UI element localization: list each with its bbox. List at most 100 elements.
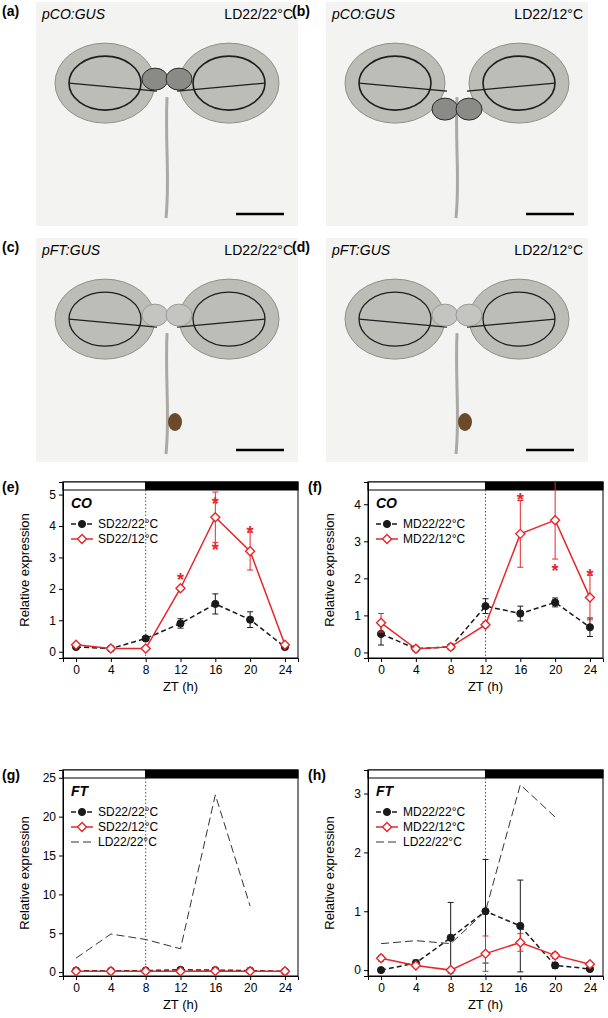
photo-panel: (c)pFT:GUSLD22/22°C — [2, 238, 298, 462]
data-point — [106, 644, 115, 653]
error-bar-part — [178, 628, 184, 629]
data-point — [482, 603, 489, 610]
legend-label: MD22/22°C — [403, 805, 465, 819]
y-axis-title: Relative expression — [322, 816, 337, 929]
leaf-midvein — [467, 83, 555, 91]
leaf-vein — [483, 292, 555, 346]
panel-label: (f) — [308, 479, 322, 495]
x-tick-label: 12 — [479, 981, 493, 995]
significance-mark: * — [247, 523, 254, 543]
data-point — [72, 967, 81, 976]
x-tick-label: 12 — [174, 663, 188, 677]
error-bar-part — [178, 618, 184, 619]
panel-label: (e) — [2, 479, 19, 495]
data-point — [446, 966, 455, 975]
x-tick-mark — [486, 658, 487, 662]
error-bar — [552, 598, 558, 607]
y-tick-label: 3 — [49, 551, 56, 565]
y-tick: 2 — [49, 582, 63, 596]
leaf-vein — [69, 292, 141, 346]
y-tick-mark — [364, 852, 368, 853]
scale-bar — [526, 213, 574, 216]
scale-bar — [526, 449, 574, 452]
light-period — [368, 770, 486, 778]
y-axis: 0510152025 — [43, 771, 64, 980]
x-tick-mark — [111, 976, 112, 980]
legend-label: MD22/12°C — [403, 820, 465, 834]
x-tick-mark — [416, 976, 417, 980]
x-tick-label: 8 — [448, 663, 455, 677]
x-tick-mark — [555, 976, 556, 980]
y-tick-label: 3 — [354, 535, 361, 549]
y-tick-mark — [59, 778, 63, 779]
data-point — [106, 967, 115, 976]
x-tick-label: 20 — [549, 663, 563, 677]
x-tick: 24 — [584, 658, 598, 677]
true-leaf — [142, 68, 168, 90]
panel-label: (a) — [2, 3, 19, 19]
y-tick-mark — [59, 652, 63, 653]
data-point — [552, 962, 559, 969]
legend-marker — [78, 808, 85, 815]
error-bar — [483, 599, 489, 614]
dusk-line — [145, 490, 146, 658]
data-point — [141, 644, 150, 653]
seed-coat — [458, 413, 472, 431]
plot-frame — [368, 482, 603, 658]
series-line — [381, 602, 590, 648]
x-tick-mark — [181, 976, 182, 980]
dark-period — [486, 770, 604, 778]
x-tick: 20 — [549, 976, 563, 995]
x-axis-title: ZT (h) — [163, 997, 198, 1012]
plot-frame — [368, 770, 603, 976]
y-tick-label: 0 — [354, 963, 361, 977]
x-tick: 4 — [413, 658, 420, 677]
y-tick-mark — [59, 972, 63, 973]
data-point — [411, 961, 420, 970]
y-tick-label: 4 — [354, 498, 361, 512]
true-leaf — [142, 304, 168, 326]
x-tick: 12 — [479, 976, 493, 995]
x-tick-mark — [215, 976, 216, 980]
error-bar-part — [517, 620, 523, 621]
data-point — [142, 635, 149, 642]
true-leaf — [166, 68, 192, 90]
x-tick-label: 4 — [108, 663, 115, 677]
y-tick-mark — [364, 541, 368, 542]
y-tick-mark — [59, 557, 63, 558]
x-axis: 04812162024 — [369, 976, 604, 995]
x-tick: 0 — [73, 658, 80, 677]
data-point — [447, 934, 454, 941]
error-bar — [552, 962, 558, 968]
x-tick-mark — [555, 658, 556, 662]
leaf-vein — [483, 56, 555, 110]
x-tick: 20 — [244, 976, 258, 995]
x-tick-mark — [520, 658, 521, 662]
construct-label: pFT:GUS — [41, 242, 101, 258]
significance-mark: * — [177, 570, 184, 590]
x-axis-line — [64, 659, 299, 663]
x-tick-mark — [520, 976, 521, 980]
y-tick-label: 2 — [354, 572, 361, 586]
series-line — [76, 795, 250, 958]
legend-marker — [78, 823, 87, 832]
y-tick: 1 — [354, 609, 368, 623]
x-tick: 20 — [244, 658, 258, 677]
legend-marker — [383, 823, 392, 832]
y-tick-label: 25 — [43, 771, 57, 785]
x-tick: 8 — [143, 658, 150, 677]
y-tick: 1 — [354, 905, 368, 919]
photo-panel: (b)pCO:GUSLD22/12°C — [292, 2, 588, 226]
data-point — [212, 600, 219, 607]
error-bar-part — [517, 567, 523, 568]
legend-entry: MD22/12°C — [376, 820, 465, 834]
chart: 048121620240510152025ZT (h)Relative expr… — [2, 767, 299, 1012]
data-point — [377, 618, 386, 627]
x-tick-label: 24 — [584, 663, 598, 677]
y-tick: 3 — [354, 535, 368, 549]
dusk-line — [485, 778, 486, 976]
significance-mark: * — [212, 540, 219, 560]
x-tick-label: 0 — [378, 981, 385, 995]
y-tick: 20 — [43, 810, 63, 824]
leaf-vein — [359, 292, 431, 346]
